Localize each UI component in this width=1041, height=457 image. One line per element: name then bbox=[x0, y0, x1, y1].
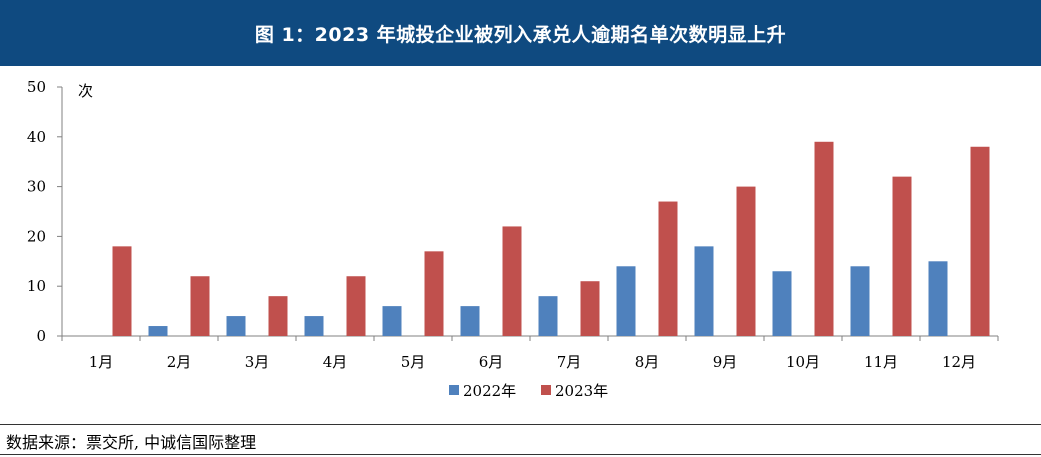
bar-2023年-3月 bbox=[268, 296, 288, 336]
bar-2023年-4月 bbox=[346, 276, 366, 336]
y-tick-label: 20 bbox=[27, 227, 46, 245]
bar-2023年-11月 bbox=[892, 176, 912, 336]
y-tick-label: 0 bbox=[36, 327, 46, 345]
x-tick-label: 5月 bbox=[401, 353, 426, 371]
bar-2022年-12月 bbox=[928, 261, 948, 336]
source-divider bbox=[0, 424, 1041, 425]
y-tick-label: 10 bbox=[27, 277, 46, 295]
bar-2022年-5月 bbox=[382, 306, 402, 336]
source-note: 数据来源：票交所, 中诚信国际整理 bbox=[6, 433, 257, 452]
bar-2023年-9月 bbox=[736, 186, 756, 336]
bar-2023年-10月 bbox=[814, 141, 834, 336]
bars bbox=[112, 141, 990, 336]
legend-swatch bbox=[541, 385, 551, 395]
bar-2022年-11月 bbox=[850, 266, 870, 336]
y-axis: 0 10 20 30 40 50 bbox=[27, 78, 63, 345]
bar-2023年-1月 bbox=[112, 246, 132, 336]
bar-2022年-10月 bbox=[772, 271, 792, 336]
y-axis-unit-label: 次 bbox=[78, 82, 93, 100]
bar-2023年-6月 bbox=[502, 226, 522, 336]
y-tick-label: 40 bbox=[27, 128, 46, 146]
bar-2022年-4月 bbox=[304, 316, 324, 336]
legend-label: 2022年 bbox=[463, 382, 516, 400]
legend-swatch bbox=[449, 385, 459, 395]
x-tick-label: 12月 bbox=[942, 353, 976, 371]
bar-2022年-6月 bbox=[460, 306, 480, 336]
x-tick-label: 8月 bbox=[635, 353, 660, 371]
bar-2022年-9月 bbox=[694, 246, 714, 336]
y-tick-label: 30 bbox=[27, 178, 46, 196]
x-tick-label: 3月 bbox=[245, 353, 270, 371]
x-tick-label: 6月 bbox=[479, 353, 504, 371]
legend-label: 2023年 bbox=[555, 382, 608, 400]
x-tick-label: 4月 bbox=[323, 353, 348, 371]
x-axis: 1月 2月 3月 4月 5月 6月 7月 8月 9月 10月 11月 12月 bbox=[61, 335, 999, 371]
x-tick-label: 2月 bbox=[167, 353, 192, 371]
chart-title-bar: 图 1：2023 年城投企业被列入承兑人逾期名单次数明显上升 bbox=[0, 0, 1041, 66]
bottom-divider bbox=[0, 454, 1041, 455]
x-tick-label: 1月 bbox=[89, 353, 114, 371]
bar-2023年-8月 bbox=[658, 201, 678, 336]
x-tick-label: 9月 bbox=[713, 353, 738, 371]
bar-2023年-12月 bbox=[970, 146, 990, 336]
bar-2023年-7月 bbox=[580, 281, 600, 336]
x-tick-label: 11月 bbox=[864, 353, 898, 371]
x-tick-label: 7月 bbox=[557, 353, 582, 371]
bar-2023年-2月 bbox=[190, 276, 210, 336]
bar-2022年-3月 bbox=[226, 316, 246, 336]
x-tick-label: 10月 bbox=[786, 353, 820, 371]
chart-title: 图 1：2023 年城投企业被列入承兑人逾期名单次数明显上升 bbox=[254, 23, 787, 46]
bar-2022年-2月 bbox=[148, 326, 168, 336]
bar-2023年-5月 bbox=[424, 251, 444, 336]
legend: 2022年 2023年 bbox=[449, 382, 608, 400]
bar-2022年-7月 bbox=[538, 296, 558, 336]
y-tick-label: 50 bbox=[27, 78, 46, 96]
bar-2022年-8月 bbox=[616, 266, 636, 336]
